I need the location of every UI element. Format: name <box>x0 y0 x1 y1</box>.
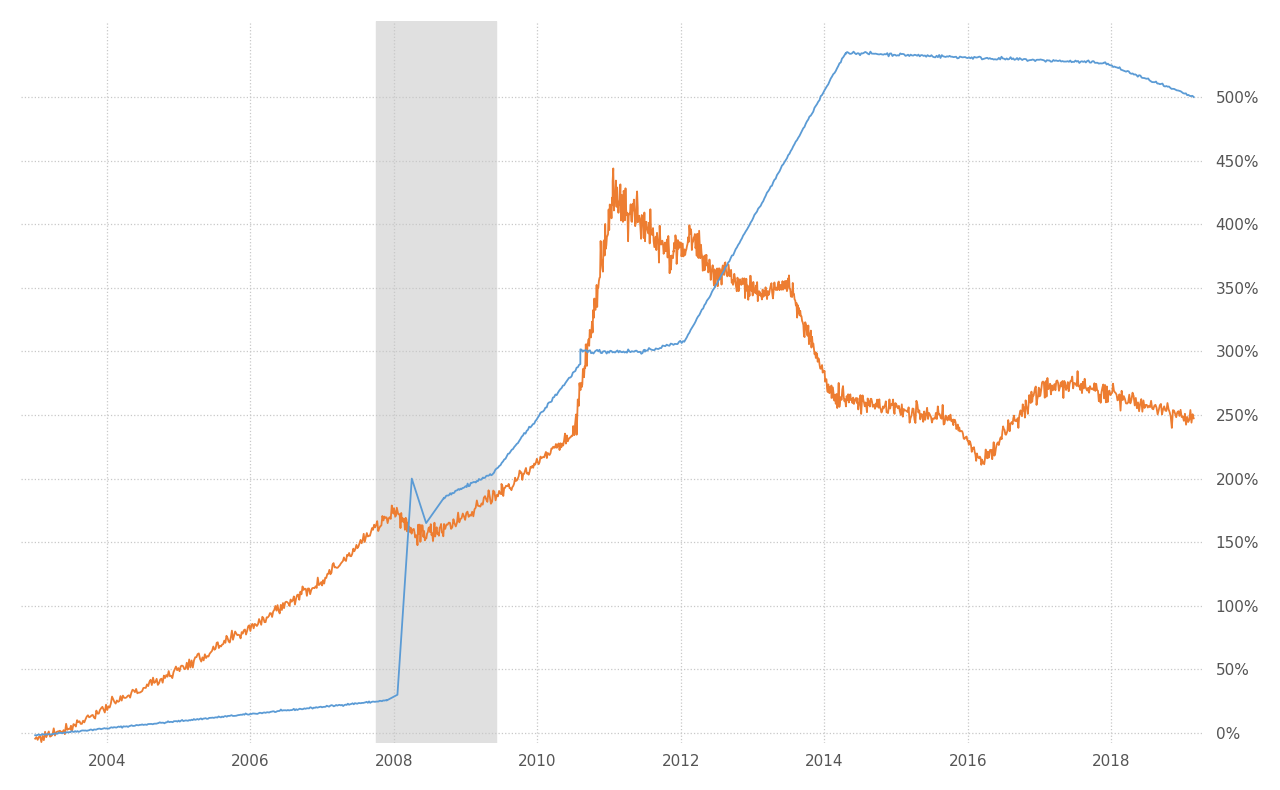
Bar <box>376 21 495 743</box>
